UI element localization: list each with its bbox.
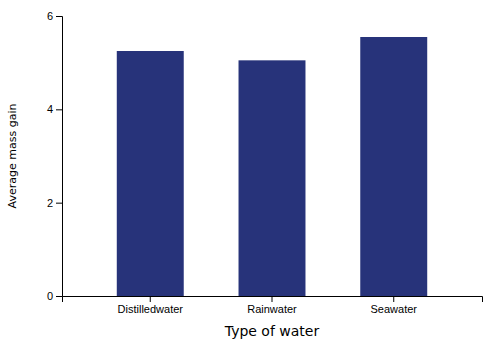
y-tick-label: 0 (47, 290, 53, 302)
axis-line (63, 297, 483, 303)
y-tick-mark (56, 203, 62, 204)
x-tick-mark (272, 296, 273, 302)
x-tick: Distilledwater (118, 296, 184, 315)
y-tick-mark (56, 296, 62, 297)
x-tick-mark (150, 296, 151, 302)
y-tick: 2 (47, 197, 62, 209)
x-tick-label: Rainwater (247, 303, 297, 315)
x-tick: Seawater (370, 296, 417, 315)
x-tick-label: Seawater (370, 303, 417, 315)
bar (117, 51, 184, 296)
x-axis: Distilledwater Rainwater Seawater (63, 296, 483, 315)
y-tick: 4 (47, 103, 62, 115)
y-tick-label: 6 (47, 10, 53, 22)
bar (360, 37, 427, 296)
axis-line (56, 17, 63, 297)
bar (239, 60, 306, 296)
chart: Distilledwater Rainwater Seawater 0 2 4 6 Type … (0, 0, 500, 348)
y-tick-label: 2 (47, 197, 53, 209)
bars (117, 37, 427, 296)
y-tick: 6 (47, 10, 62, 22)
chart-container: Distilledwater Rainwater Seawater 0 2 4 6 Type … (0, 0, 500, 348)
y-tick-label: 4 (47, 103, 53, 115)
y-axis: 0 2 4 6 (47, 10, 63, 302)
y-tick-mark (56, 109, 62, 110)
y-tick-mark (56, 16, 62, 17)
x-tick-label: Distilledwater (118, 303, 184, 315)
x-tick-mark (393, 296, 394, 302)
x-tick: Rainwater (247, 296, 297, 315)
plot: Distilledwater Rainwater Seawater 0 2 4 6 (47, 10, 483, 315)
x-axis-title: Type of water (224, 323, 320, 339)
y-axis-title: Average mass gain (6, 104, 19, 209)
y-tick: 0 (47, 290, 62, 302)
